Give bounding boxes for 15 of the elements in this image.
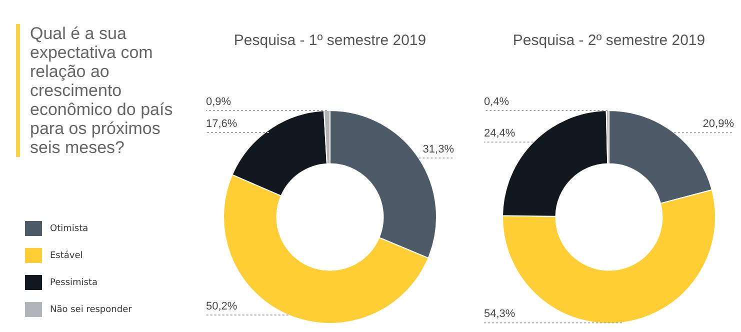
data-label: 50,2% bbox=[206, 300, 238, 313]
legend-label: Otimista bbox=[50, 224, 88, 234]
chart-title: Pesquisa - 1º semestre 2019 bbox=[234, 32, 426, 50]
legend-label: Não sei responder bbox=[50, 304, 132, 314]
data-label: 20,9% bbox=[702, 118, 734, 130]
text: Qual é a sua expectativa com relação ao crescimento econômico do país para os próximos seis meses? bbox=[30, 24, 174, 157]
data-label: 31,3% bbox=[422, 144, 454, 156]
data-label: 0,9% bbox=[206, 96, 232, 108]
legend-label: Estável bbox=[50, 250, 83, 260]
data-label: 24,4% bbox=[484, 128, 516, 140]
data-label: 54,3% bbox=[484, 308, 516, 320]
chart-title: Pesquisa - 2º semestre 2019 bbox=[512, 32, 706, 50]
data-label: 17,6% bbox=[206, 118, 238, 130]
data-label: 0,4% bbox=[484, 96, 510, 108]
legend-label: Pessimista bbox=[50, 278, 98, 288]
